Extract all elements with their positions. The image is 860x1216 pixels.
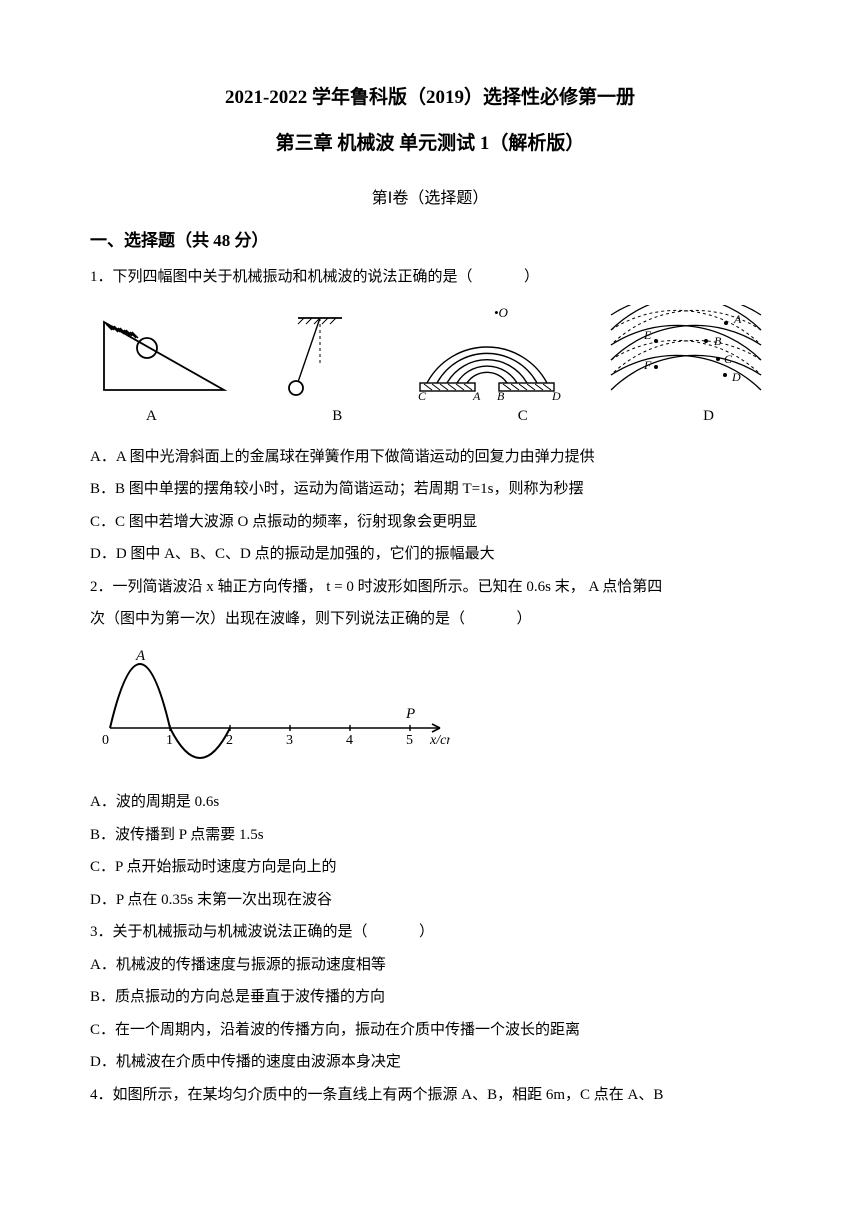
title-sub: 第三章 机械波 单元测试 1（解析版） bbox=[90, 126, 770, 162]
q1d-label-F: F bbox=[643, 358, 652, 372]
q3-stem: 3．关于机械振动与机械波说法正确的是（ ） bbox=[90, 918, 770, 947]
q1-labelA: A bbox=[146, 402, 157, 431]
q1-fig-d: A B C D E F bbox=[606, 305, 766, 400]
q1d-label-D: D bbox=[731, 370, 741, 384]
q1-option-A: A．A 图中光滑斜面上的金属球在弹簧作用下做简谐运动的回复力由弹力提供 bbox=[90, 443, 770, 472]
q2-x1: 1 bbox=[166, 733, 173, 748]
section-heading: 一、选择题（共 48 分） bbox=[90, 225, 770, 257]
q2-x2: 2 bbox=[226, 733, 233, 748]
section-label: 第Ⅰ卷（选择题） bbox=[90, 184, 770, 214]
q2-stem-line2: 次（图中为第一次）出现在波峰，则下列说法正确的是（ ） bbox=[90, 605, 770, 634]
q1-fig-c: •O C A B D bbox=[402, 305, 572, 400]
q1c-label-A: A bbox=[472, 389, 481, 400]
q1c-label-C: C bbox=[418, 389, 427, 400]
q3-option-A: A．机械波的传播速度与振源的振动速度相等 bbox=[90, 951, 770, 980]
q3-option-B: B．质点振动的方向总是垂直于波传播的方向 bbox=[90, 983, 770, 1012]
q1c-label-B: B bbox=[497, 389, 505, 400]
q1-figures: •O C A B D bbox=[90, 305, 770, 400]
q1-stem-end: ） bbox=[524, 269, 539, 285]
q1-option-C: C．C 图中若增大波源 O 点振动的频率，衍射现象会更明显 bbox=[90, 508, 770, 537]
q2-option-D: D．P 点在 0.35s 末第一次出现在波谷 bbox=[90, 886, 770, 915]
q2-xlabel: x/cm bbox=[429, 733, 450, 748]
q1-fig-b bbox=[268, 310, 368, 400]
wave-icon: A P 0 1 2 3 4 5 x/cm bbox=[90, 648, 450, 768]
q1-labelD: D bbox=[703, 402, 714, 431]
interference-icon: A B C D E F bbox=[606, 305, 766, 400]
q2-stem-line1: 2．一列简谐波沿 x 轴正方向传播， t = 0 时波形如图所示。已知在 0.6… bbox=[90, 573, 770, 602]
diffraction-icon: •O C A B D bbox=[402, 305, 572, 400]
q1d-label-A: A bbox=[733, 312, 742, 326]
q1-option-D: D．D 图中 A、B、C、D 点的振动是加强的，它们的振幅最大 bbox=[90, 540, 770, 569]
q1-option-B: B．B 图中单摆的摆角较小时，运动为简谐运动；若周期 T=1s，则称为秒摆 bbox=[90, 475, 770, 504]
q3-option-D: D．机械波在介质中传播的速度由波源本身决定 bbox=[90, 1048, 770, 1077]
q2-A: A bbox=[135, 648, 146, 664]
q1-labelB: B bbox=[332, 402, 342, 431]
q1-stem: 1．下列四幅图中关于机械振动和机械波的说法正确的是（ ） bbox=[90, 263, 770, 292]
q3-stem-text: 3．关于机械振动与机械波说法正确的是（ bbox=[90, 924, 368, 940]
q1-labelC: C bbox=[518, 402, 528, 431]
q2-x4: 4 bbox=[346, 733, 353, 748]
q2-P: P bbox=[405, 706, 415, 722]
q1c-O: •O bbox=[494, 305, 509, 320]
q2-x5: 5 bbox=[406, 733, 413, 748]
q2-option-C: C．P 点开始振动时速度方向是向上的 bbox=[90, 853, 770, 882]
q1-stem-text: 1．下列四幅图中关于机械振动和机械波的说法正确的是（ bbox=[90, 269, 473, 285]
q2-stem-text2: 次（图中为第一次）出现在波峰，则下列说法正确的是（ bbox=[90, 611, 465, 627]
q2-x0: 0 bbox=[102, 733, 109, 748]
q1-fig-labels: A B C D bbox=[90, 402, 770, 431]
q2-figure: A P 0 1 2 3 4 5 x/cm bbox=[90, 648, 770, 779]
q1c-label-D: D bbox=[551, 389, 561, 400]
q2-option-B: B．波传播到 P 点需要 1.5s bbox=[90, 821, 770, 850]
q1d-label-E: E bbox=[643, 328, 652, 342]
q4-stem: 4．如图所示，在某均匀介质中的一条直线上有两个振源 A、B，相距 6m，C 点在… bbox=[90, 1081, 770, 1110]
q3-option-C: C．在一个周期内，沿着波的传播方向，振动在介质中传播一个波长的距离 bbox=[90, 1016, 770, 1045]
title-main: 2021-2022 学年鲁科版（2019）选择性必修第一册 bbox=[90, 80, 770, 116]
q3-stem-end: ） bbox=[419, 924, 434, 940]
q2-x3: 3 bbox=[286, 733, 293, 748]
spring-incline-icon bbox=[94, 310, 234, 400]
q1d-label-B: B bbox=[714, 334, 722, 348]
q2-stem-end: ） bbox=[517, 611, 532, 627]
pendulum-icon bbox=[268, 310, 368, 400]
q1-fig-a bbox=[94, 310, 234, 400]
q2-option-A: A．波的周期是 0.6s bbox=[90, 788, 770, 817]
q1d-label-C: C bbox=[724, 352, 733, 366]
